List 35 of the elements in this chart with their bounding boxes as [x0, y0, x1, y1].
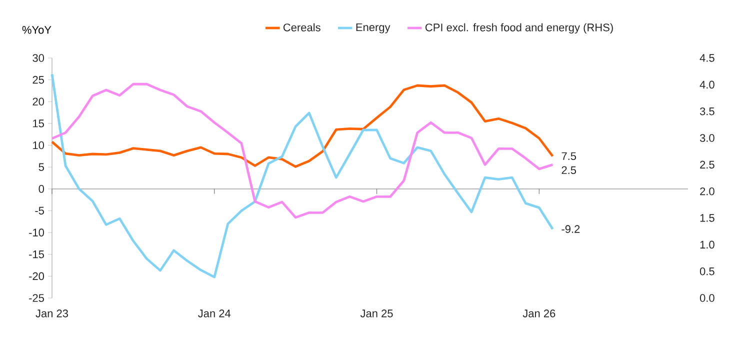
- y2-tick-label: 4.5: [700, 54, 714, 62]
- y2-tick-label: 0.5: [700, 267, 714, 276]
- x-tick-label: Jan 24: [198, 310, 231, 318]
- y2-tick-label: 2.0: [700, 187, 714, 196]
- data-label: 7.5: [562, 152, 576, 160]
- y-tick-label: 20: [32, 98, 44, 106]
- y-tick-label: 0: [38, 185, 44, 193]
- y-tick-label: 5: [38, 163, 44, 171]
- x-tick-label: Jan 26: [522, 310, 556, 318]
- y-tick-label: -10: [29, 228, 44, 236]
- x-tick-label: Jan 23: [36, 310, 68, 318]
- legend-label: Cereals: [283, 23, 320, 32]
- y2-tick-label: 3.0: [700, 134, 714, 142]
- y2-tick-label: 1.0: [700, 240, 714, 249]
- line-series: [52, 82, 554, 219]
- y2-tick-label: 2.5: [700, 160, 714, 169]
- y-tick-label: 15: [33, 120, 44, 128]
- y-axis-title: %YoY: [22, 26, 52, 34]
- y2-tick-label: 3.5: [700, 107, 714, 116]
- y-tick-label: 30: [32, 54, 44, 62]
- data-label: -9.2: [562, 225, 580, 233]
- y-tick-label: 25: [32, 76, 44, 84]
- y2-tick-label: 1.5: [700, 214, 714, 222]
- legend-label: CPI excl. fresh food and energy (RHS): [425, 23, 613, 34]
- y-tick-label: -5: [35, 206, 44, 215]
- line-series: [50, 72, 554, 278]
- y2-tick-label: 4.0: [700, 80, 714, 89]
- y2-tick-label: 0.0: [700, 294, 714, 302]
- y-tick-label: 10: [33, 141, 44, 150]
- y-tick-label: -15: [29, 250, 44, 258]
- data-label: 2.5: [562, 166, 576, 174]
- y-tick-label: -20: [29, 272, 44, 280]
- legend-label: Energy: [356, 23, 390, 34]
- y-tick-label: -25: [29, 294, 44, 302]
- x-tick-label: Jan 25: [360, 310, 393, 318]
